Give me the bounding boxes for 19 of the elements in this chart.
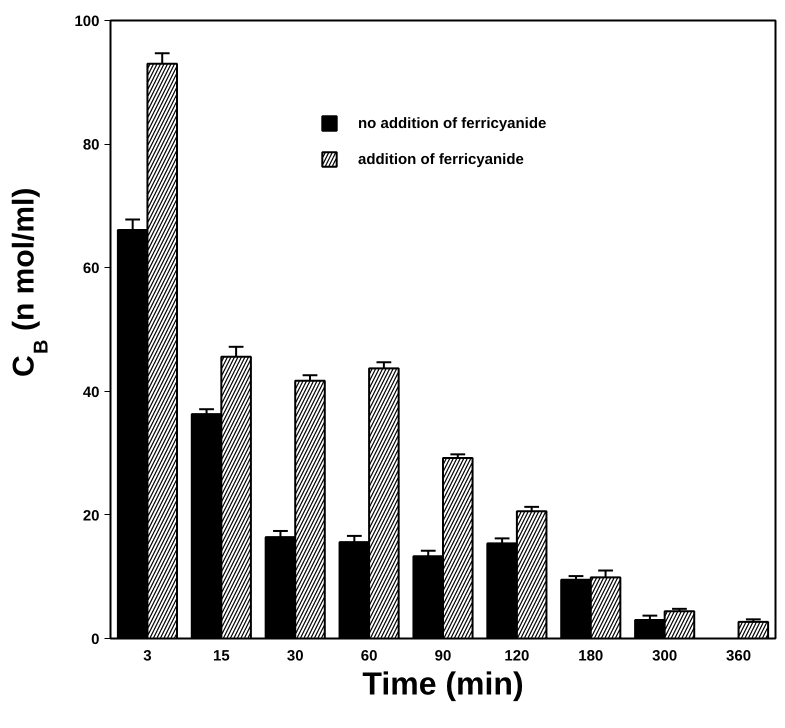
y-tick-label: 20 bbox=[82, 507, 100, 524]
y-tick-label: 100 bbox=[74, 13, 100, 30]
x-tick-label: 300 bbox=[652, 648, 678, 664]
x-tick-label: 3 bbox=[143, 648, 152, 664]
legend-label: addition of ferricyanide bbox=[358, 150, 524, 168]
y-axis-title: CB (n mol/ml) bbox=[8, 188, 52, 377]
x-tick-label: 360 bbox=[726, 648, 752, 664]
y-tick-label: 60 bbox=[82, 260, 100, 278]
x-axis-title: Time (min) bbox=[362, 666, 524, 702]
y-tick-label: 80 bbox=[82, 136, 100, 154]
x-tick-label: 120 bbox=[504, 648, 530, 664]
x-tick-label: 90 bbox=[434, 648, 452, 664]
x-tick-label: 60 bbox=[360, 648, 378, 664]
x-tick-label: 30 bbox=[286, 648, 304, 664]
y-tick-label: 0 bbox=[91, 631, 100, 648]
y-tick-label: 40 bbox=[82, 384, 100, 401]
x-tick-label: 15 bbox=[212, 648, 230, 664]
x-tick-label: 180 bbox=[578, 648, 604, 664]
legend-label: no addition of ferricyanide bbox=[358, 114, 546, 132]
